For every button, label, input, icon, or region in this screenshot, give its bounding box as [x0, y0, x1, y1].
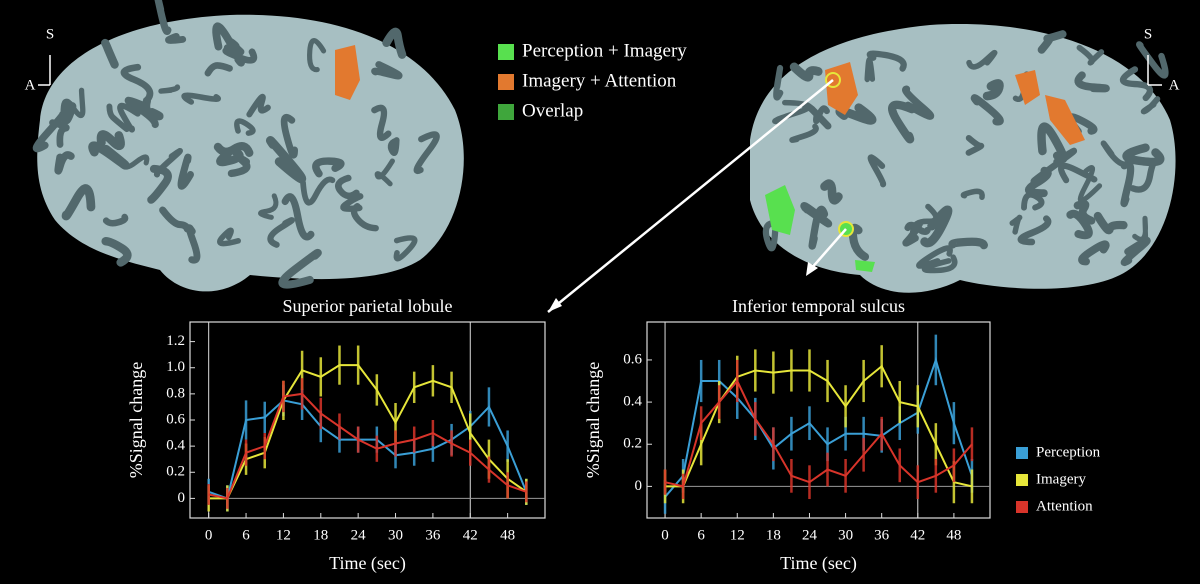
sulcus: [867, 60, 872, 80]
x-axis-label: Time (sec): [780, 553, 857, 574]
y-axis-label: %Signal change: [583, 362, 603, 478]
x-tick-label: 12: [730, 527, 745, 543]
sulcus: [987, 83, 999, 96]
y-tick-label: 1.2: [166, 333, 185, 349]
activation-patch: [855, 260, 875, 272]
orientation-label: A: [25, 77, 36, 93]
sulcus: [776, 68, 780, 98]
x-tick-label: 0: [661, 527, 669, 543]
sulcus: [391, 140, 397, 153]
x-tick-label: 18: [313, 527, 328, 543]
legend-label: Overlap: [522, 100, 583, 121]
y-tick-label: 0.2: [166, 464, 185, 480]
y-tick-label: 0: [635, 478, 643, 494]
y-axis-label: %Signal change: [126, 362, 146, 478]
chart-title: Inferior temporal sulcus: [732, 296, 905, 316]
legend-swatch: [1016, 447, 1028, 459]
legend-label: Perception: [1036, 444, 1101, 460]
orientation-label: A: [1169, 77, 1180, 93]
orientation-label: S: [1144, 26, 1152, 42]
x-tick-label: 30: [838, 527, 853, 543]
y-tick-label: 0.6: [623, 351, 642, 367]
y-tick-label: 0.6: [166, 411, 185, 427]
legend-label: Imagery + Attention: [522, 70, 677, 91]
y-tick-label: 0: [178, 490, 186, 506]
legend-swatch: [498, 44, 514, 60]
x-tick-label: 18: [766, 527, 781, 543]
sulcus: [218, 146, 249, 153]
x-tick-label: 6: [697, 527, 705, 543]
x-axis-label: Time (sec): [329, 553, 406, 574]
x-tick-label: 30: [388, 527, 403, 543]
x-tick-label: 48: [500, 527, 515, 543]
legend-swatch: [498, 74, 514, 90]
figure: S A S A Superior parietal lobule Time (se…: [0, 0, 1200, 584]
chart-title: Superior parietal lobule: [283, 296, 453, 316]
sulcus: [953, 242, 984, 245]
y-tick-label: 0.2: [623, 436, 642, 452]
x-tick-label: 0: [205, 527, 213, 543]
x-tick-label: 24: [802, 527, 818, 543]
legend-swatch: [498, 104, 514, 120]
legend-swatch: [1016, 501, 1028, 513]
orientation-label: S: [46, 26, 54, 42]
legend-swatch: [1016, 474, 1028, 486]
sulcus: [65, 103, 72, 120]
x-tick-label: 42: [910, 527, 925, 543]
y-tick-label: 0.4: [623, 394, 642, 410]
x-tick-label: 6: [242, 527, 250, 543]
x-tick-label: 42: [463, 527, 478, 543]
y-tick-label: 1.0: [166, 359, 185, 375]
x-tick-label: 12: [276, 527, 291, 543]
x-tick-label: 36: [425, 527, 441, 543]
x-tick-label: 36: [874, 527, 890, 543]
x-tick-label: 24: [351, 527, 367, 543]
y-tick-label: 0.8: [166, 385, 185, 401]
sulcus: [101, 134, 121, 145]
x-tick-label: 48: [946, 527, 961, 543]
y-tick-label: 0.4: [166, 438, 185, 454]
legend-label: Imagery: [1036, 471, 1086, 487]
legend-label: Attention: [1036, 498, 1093, 514]
sulcus: [168, 36, 182, 40]
legend-label: Perception + Imagery: [522, 40, 687, 61]
